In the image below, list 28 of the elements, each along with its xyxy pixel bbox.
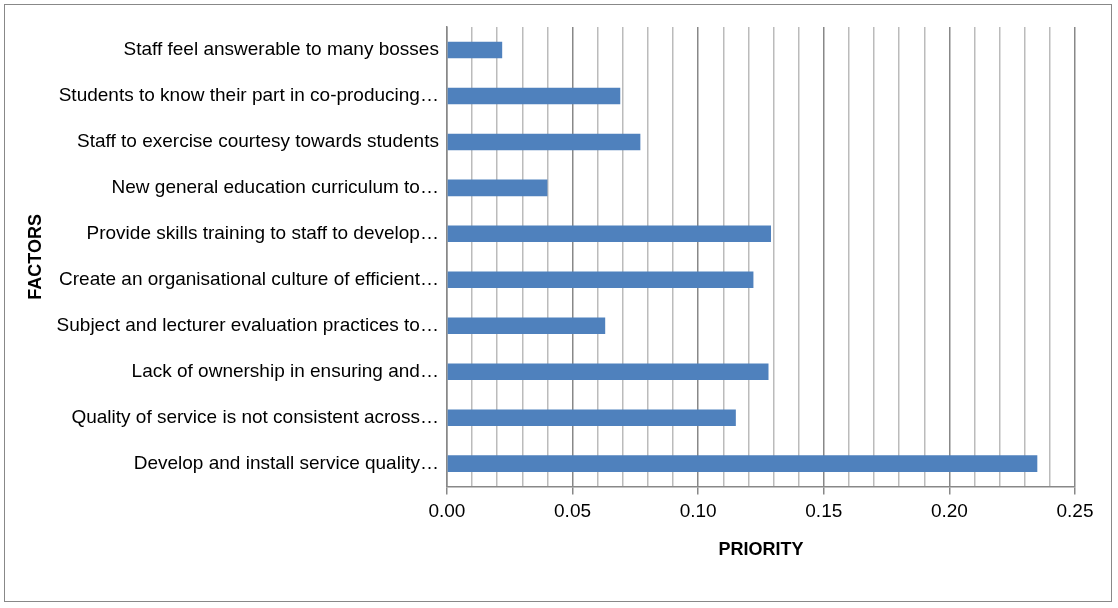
y-tick-label: Provide skills training to staff to develop…: [86, 222, 439, 244]
bar: [447, 409, 736, 426]
bar: [447, 317, 606, 335]
bar: [447, 41, 503, 59]
y-tick-label: Subject and lecturer evaluation practices to…: [56, 313, 439, 335]
text: 0.00: [428, 500, 466, 522]
bar: [447, 271, 754, 289]
x-tick-label: 0.10: [679, 500, 717, 522]
x-axis-title: PRIORITY: [718, 539, 804, 560]
bar: [447, 87, 621, 105]
y-axis-title: FACTORS: [24, 213, 45, 300]
y-tick-label: Lack of ownership in ensuring and…: [131, 359, 439, 381]
y-tick-label: New general education curriculum to…: [111, 176, 439, 198]
x-tick-label: 0.05: [554, 500, 592, 522]
bar: [447, 179, 548, 197]
y-tick-label: Develop and install service quality…: [133, 451, 439, 473]
x-tick-label: 0.25: [1056, 500, 1094, 522]
y-tick-label: Staff to exercise courtesy towards students: [77, 130, 439, 152]
bar: [447, 363, 769, 380]
x-tick-label: 0.15: [805, 500, 843, 522]
bar: [447, 455, 1038, 472]
y-tick-label: Create an organisational culture of efficient…: [59, 268, 439, 290]
y-tick-label: Staff feel answerable to many bosses: [123, 38, 439, 60]
bar: [447, 225, 772, 243]
x-tick-label: 0.20: [930, 500, 968, 522]
bar: [447, 133, 641, 151]
y-tick-label: Students to know their part in co-producing…: [58, 84, 439, 106]
y-tick-label: Quality of service is not consistent across…: [71, 405, 439, 427]
